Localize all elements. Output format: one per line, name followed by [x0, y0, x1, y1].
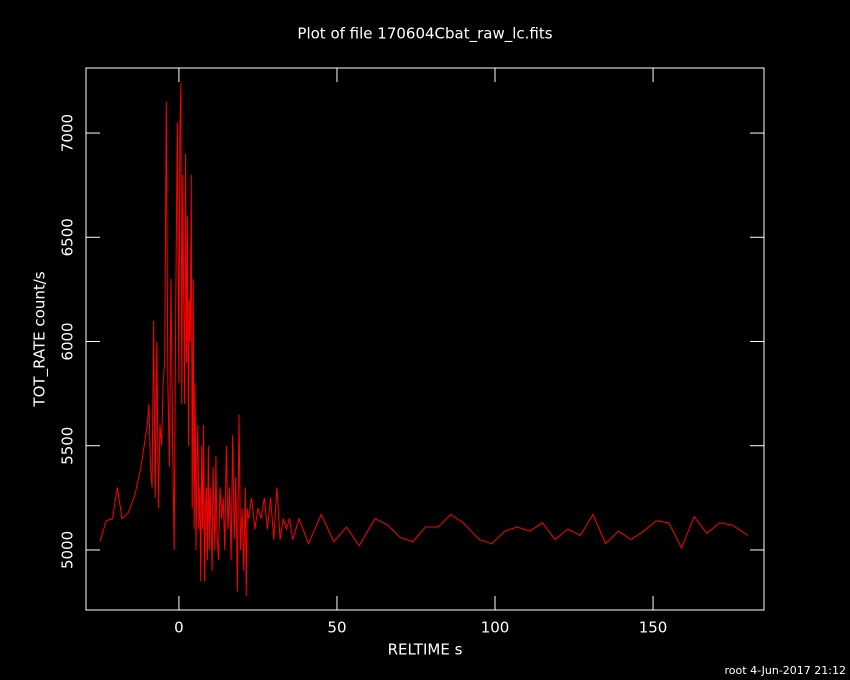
y-tick-label: 5000 [59, 531, 77, 569]
chart-title: Plot of file 170604Cbat_raw_lc.fits [297, 25, 552, 44]
plot-frame [85, 67, 765, 611]
y-tick-label: 6000 [59, 322, 77, 360]
y-tick-label: 5500 [59, 427, 77, 465]
y-axis-label: TOT_RATE count/s [31, 271, 50, 407]
x-tick-label: 0 [174, 619, 184, 637]
x-tick-label: 100 [481, 619, 510, 637]
x-tick-label: 150 [639, 619, 668, 637]
y-tick-label: 6500 [59, 218, 77, 256]
data-line [99, 83, 749, 596]
footer: root 4-Jun-2017 21:12 [725, 664, 846, 677]
x-axis-label: RELTIME s [388, 641, 463, 659]
y-tick-label: 7000 [59, 114, 77, 152]
x-tick-label: 50 [327, 619, 346, 637]
